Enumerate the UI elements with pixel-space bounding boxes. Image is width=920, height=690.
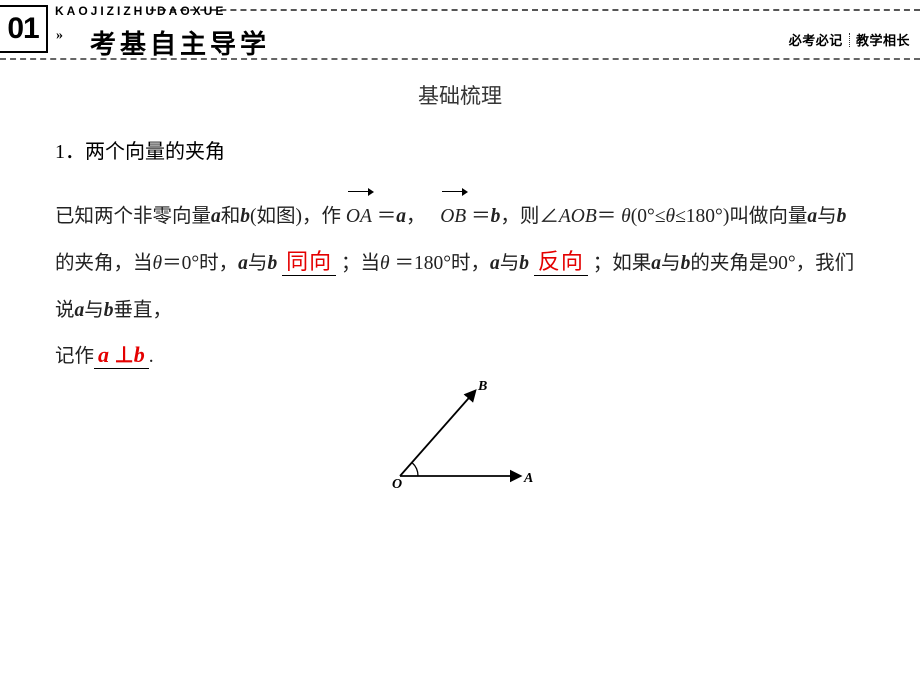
text: 和 xyxy=(221,206,241,227)
header-right-b: 教学相长 xyxy=(856,33,910,48)
var-theta: θ xyxy=(380,253,390,274)
var-a: a xyxy=(396,206,406,227)
blank-answer-3: a ⊥b xyxy=(94,344,149,369)
text: ＝ xyxy=(597,206,617,227)
text: 与 xyxy=(817,206,837,227)
text: ， xyxy=(406,206,430,227)
text: 垂直， xyxy=(114,300,173,321)
angle-AOB: AOB xyxy=(559,206,597,227)
text: ＝0°时， xyxy=(162,253,238,274)
text: ，则∠ xyxy=(500,206,559,227)
page-header: 01 KAOJIZIZHUDAOXUE » 考基自主导学 必考必记 教学相长 xyxy=(0,0,920,60)
sub-header: 基础梳理 xyxy=(55,80,865,110)
text: 与 xyxy=(248,253,268,274)
label-O: O xyxy=(392,477,402,492)
section-number-badge: 01 xyxy=(0,5,48,53)
var-a: a xyxy=(807,206,817,227)
section-title: 1．两个向量的夹角 xyxy=(55,135,865,164)
var-b: b xyxy=(491,206,501,227)
text: ＝ xyxy=(466,206,490,227)
header-right-a: 必考必记 xyxy=(789,33,843,48)
text: ＝180°时， xyxy=(394,253,490,274)
var-b: b xyxy=(104,300,114,321)
body-text: 已知两个非零向量a和b(如图)，作 OA ＝a， OB ＝b，则∠AOB＝ θ(… xyxy=(55,192,865,381)
text: 记作 xyxy=(55,346,94,367)
label-A: A xyxy=(523,471,533,486)
figure-bg xyxy=(380,376,540,496)
var-b: b xyxy=(267,253,277,274)
text: (如图)，作 xyxy=(250,206,346,227)
var-b: b xyxy=(837,206,847,227)
vector-OB: OB xyxy=(440,192,466,241)
header-right-labels: 必考必记 教学相长 xyxy=(789,30,910,49)
var-theta: θ xyxy=(621,206,631,227)
blank-answer-1: 同向 xyxy=(282,251,336,276)
text: ；当 xyxy=(341,253,380,274)
angle-diagram: O A B xyxy=(380,376,540,496)
main-title: 考基自主导学 xyxy=(90,24,270,61)
var-theta: θ xyxy=(153,253,163,274)
text: 与 xyxy=(661,253,681,274)
var-a: a xyxy=(75,300,85,321)
var-a: a xyxy=(490,253,500,274)
var-b: b xyxy=(681,253,691,274)
var-b: b xyxy=(519,253,529,274)
text: . xyxy=(149,346,154,367)
perp-b: b xyxy=(134,342,145,367)
pinyin-subtitle: KAOJIZIZHUDAOXUE xyxy=(55,4,226,18)
text: 的夹角，当 xyxy=(55,253,153,274)
divider-icon xyxy=(849,33,850,47)
perp-a: a xyxy=(98,342,109,367)
text: 已知两个非零向量 xyxy=(55,206,211,227)
text: 与 xyxy=(500,253,520,274)
text: ≤180°)叫做向量 xyxy=(675,206,807,227)
chevron-icon: » xyxy=(56,28,63,44)
text: ；如果 xyxy=(593,253,652,274)
blank-answer-2: 反向 xyxy=(534,251,588,276)
text: ＝ xyxy=(372,206,396,227)
label-B: B xyxy=(477,379,487,394)
content-area: 基础梳理 1．两个向量的夹角 已知两个非零向量a和b(如图)，作 OA ＝a， … xyxy=(0,60,920,501)
text: (0°≤ xyxy=(631,206,666,227)
var-a: a xyxy=(211,206,221,227)
var-theta: θ xyxy=(665,206,675,227)
vector-OA: OA xyxy=(346,192,372,241)
var-a: a xyxy=(238,253,248,274)
perp-symbol: ⊥ xyxy=(109,342,134,367)
var-a: a xyxy=(651,253,661,274)
figure-container: O A B xyxy=(55,376,865,501)
var-b: b xyxy=(240,206,250,227)
text: 与 xyxy=(84,300,104,321)
header-dash-rule xyxy=(150,9,920,11)
